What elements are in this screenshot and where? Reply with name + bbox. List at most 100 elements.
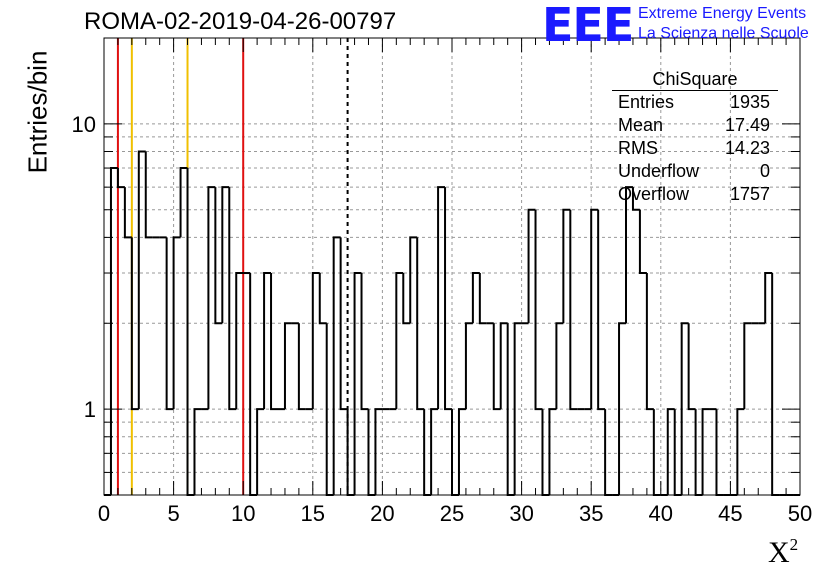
histogram-bin <box>437 186 446 410</box>
histogram-bin <box>339 237 348 411</box>
stats-row: Underflow 0 <box>612 160 778 183</box>
stats-row: Mean 17.49 <box>612 114 778 137</box>
histogram-bin <box>736 408 745 495</box>
logo-line-1: Extreme Energy Events <box>638 5 807 22</box>
histogram-bin <box>548 408 557 495</box>
stats-value: 0 <box>759 161 770 181</box>
histogram-bin <box>492 323 501 411</box>
x-tick-label: 50 <box>788 501 812 526</box>
y-tick-label: 1 <box>84 397 96 422</box>
histogram-bin <box>687 323 696 411</box>
x-axis-label: X2 <box>768 535 798 570</box>
histogram-bin <box>534 209 543 411</box>
histogram-bin <box>214 187 223 325</box>
x-tick-label: 15 <box>301 501 325 526</box>
histogram-bin <box>353 272 362 495</box>
logo-mark: EEE <box>542 0 634 52</box>
chart-title: ROMA-02-2019-04-26-00797 <box>84 8 397 35</box>
histogram-bin <box>597 209 606 411</box>
histogram-bin <box>499 322 508 410</box>
histogram-bin <box>618 322 626 495</box>
stats-value: 14.23 <box>724 138 770 158</box>
histogram-bin <box>144 151 153 239</box>
x-tick-label: 30 <box>509 501 533 526</box>
tick-labels: 0 5 10 15 20 25 30 35 40 45 50 1 10 <box>72 112 813 526</box>
histogram-bin <box>444 187 452 411</box>
histogram-bin <box>116 168 125 189</box>
stats-label: RMS <box>618 138 658 158</box>
stats-row: Entries 1935 <box>612 91 778 114</box>
histogram-bin <box>590 208 599 410</box>
x-axis-label-exponent: 2 <box>789 535 799 554</box>
histogram-bin <box>555 322 564 410</box>
histogram-bin <box>249 273 258 496</box>
histogram-bin <box>771 273 780 496</box>
histogram-bin <box>409 236 418 324</box>
histogram-bin <box>186 168 195 496</box>
histogram-bin <box>464 322 473 410</box>
histogram-bin <box>263 272 272 410</box>
x-axis-label-base: X <box>768 536 790 569</box>
stats-row: RMS 14.23 <box>612 137 778 160</box>
y-axis-label: Entries/bin <box>22 50 53 174</box>
histogram-bin <box>172 236 181 410</box>
stats-box: ChiSquare Entries 1935 Mean 17.49 RMS 14.23… <box>612 68 778 206</box>
stats-title: ChiSquare <box>612 68 778 91</box>
histogram-bin <box>631 187 640 211</box>
stats-label: Underflow <box>618 161 700 181</box>
histogram-bin <box>638 209 647 275</box>
histogram-bin <box>478 273 487 325</box>
histogram-bin <box>165 237 174 411</box>
grid-lines <box>104 38 800 495</box>
histogram-bin <box>283 322 292 410</box>
stats-label: Entries <box>618 92 675 112</box>
stats-value: 1757 <box>729 184 770 204</box>
stats-value: 1935 <box>729 92 770 112</box>
histogram-bin <box>318 273 327 325</box>
histogram-bin <box>569 209 578 411</box>
histogram-bin <box>228 187 237 411</box>
x-tick-label: 25 <box>440 501 464 526</box>
histogram-bin <box>666 408 675 495</box>
histogram-bin <box>471 272 480 324</box>
histogram-bin <box>130 237 139 411</box>
histogram-bin <box>123 187 132 239</box>
histogram-bin <box>513 322 522 495</box>
x-tick-label: 45 <box>718 501 742 526</box>
histogram-bin <box>235 272 244 410</box>
histogram-bin <box>562 208 571 324</box>
histogram-bin <box>416 237 425 411</box>
histogram-bin <box>221 186 230 324</box>
histogram-bin <box>137 150 146 410</box>
histogram-bin <box>332 236 341 495</box>
x-tick-label: 35 <box>579 501 603 526</box>
logo-line-2: La Scienza nelle Scuole <box>638 25 809 42</box>
x-tick-label: 0 <box>98 501 110 526</box>
histogram-bin <box>270 273 278 411</box>
stats-value: 17.49 <box>724 115 770 135</box>
histogram-bin <box>374 408 383 495</box>
histogram-bin <box>402 273 411 325</box>
x-tick-label: 40 <box>649 501 673 526</box>
histogram-bin <box>193 408 202 495</box>
histogram-bin <box>625 186 633 324</box>
histogram-bin <box>457 408 466 495</box>
histogram-bin <box>527 208 536 324</box>
x-tick-label: 5 <box>167 501 179 526</box>
x-tick-label: 10 <box>231 501 255 526</box>
histogram-bin <box>395 272 404 410</box>
histogram-bin <box>743 322 752 410</box>
histogram-bin <box>207 186 216 410</box>
y-tick-label: 10 <box>72 112 96 137</box>
stats-label: Overflow <box>618 184 690 204</box>
histogram-bin <box>109 167 118 495</box>
histogram-bin <box>256 408 265 495</box>
axis-ticks <box>103 37 801 496</box>
stats-label: Mean <box>618 115 664 135</box>
histogram-bin <box>701 408 710 495</box>
histogram-bin <box>430 408 439 495</box>
histogram-bin <box>764 272 773 324</box>
x-tick-label: 20 <box>370 501 394 526</box>
histogram-bin <box>680 322 689 495</box>
